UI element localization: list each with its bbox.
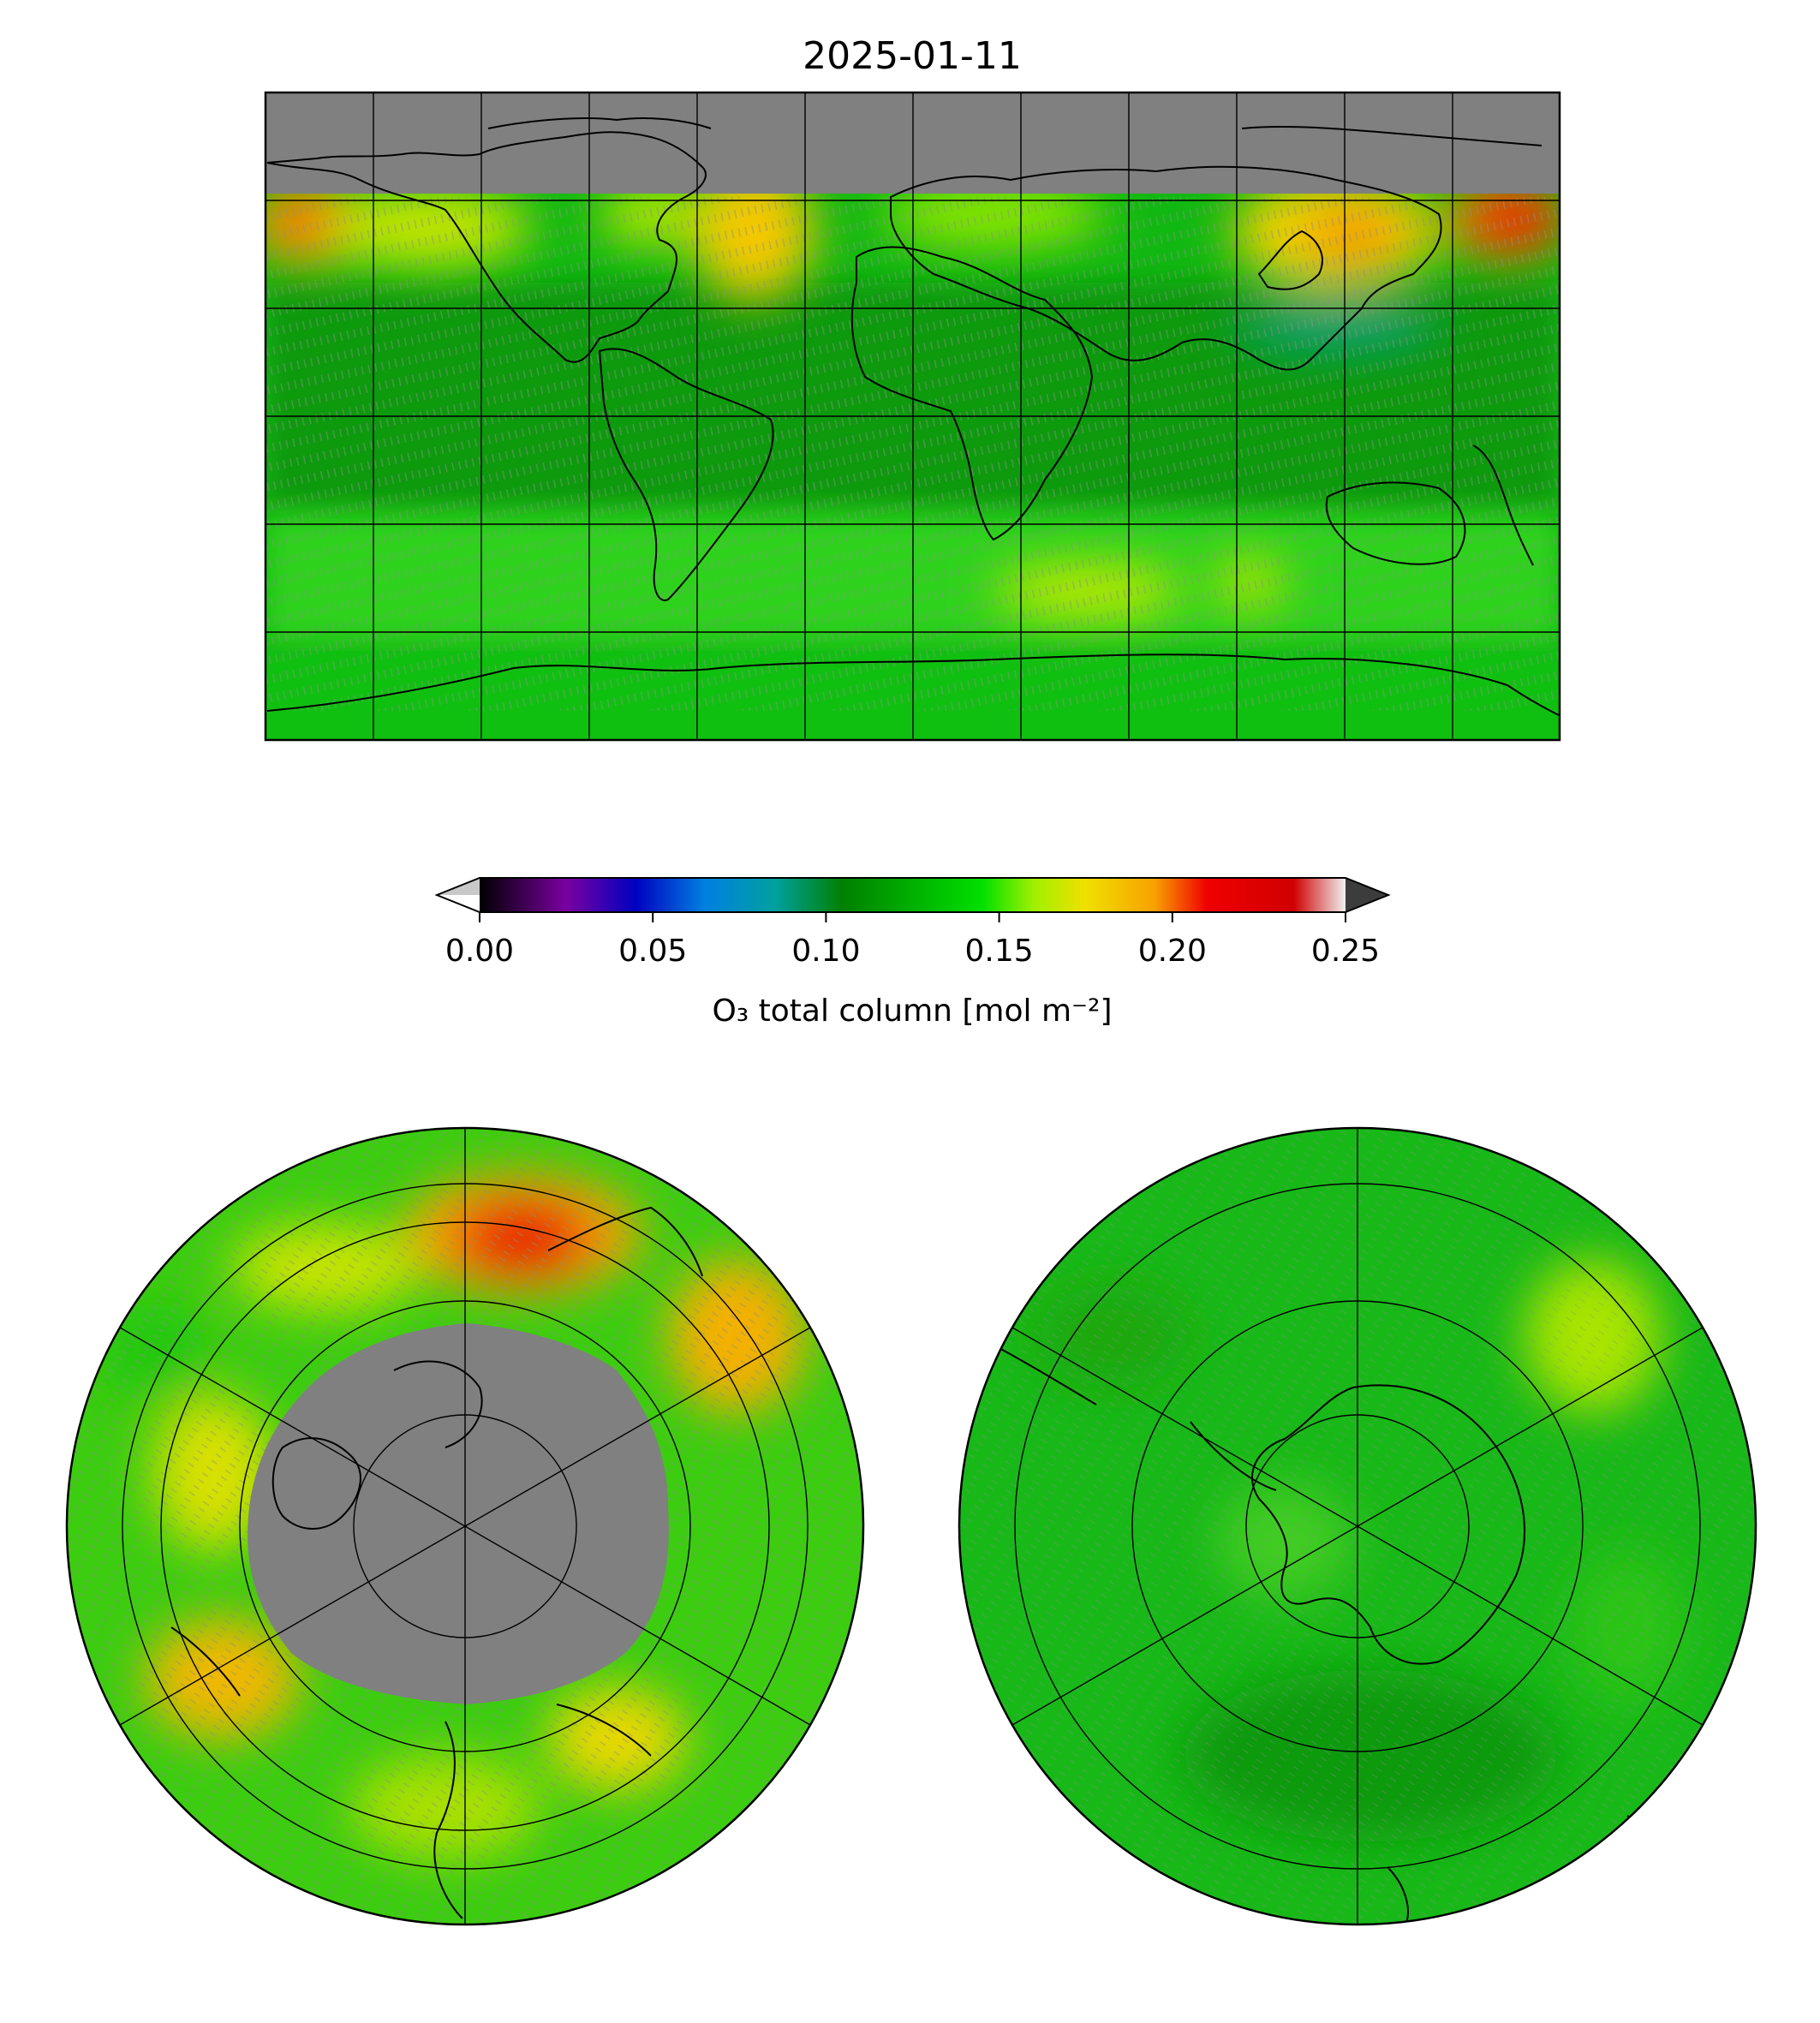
north-polar-graticule [119, 1128, 811, 1925]
figure-title: 2025-01-11 [803, 34, 1022, 78]
colorbar-tick-label: 0.00 [445, 934, 514, 969]
south-polar-frame [958, 1126, 1757, 1926]
north-polar-no-data [248, 1323, 669, 1704]
graticule [266, 92, 1560, 740]
north-polar-coastlines [170, 1206, 703, 1919]
colorbar-tick-label: 0.15 [965, 934, 1034, 969]
north-polar-frame [65, 1126, 865, 1926]
colorbar-ticks: 0.00 0.05 0.10 0.15 0.20 0.25 [445, 912, 1380, 969]
north-polar-map [65, 1126, 865, 1926]
map-frame [264, 91, 1561, 742]
global-map [264, 91, 1561, 742]
colorbar: 0.00 0.05 0.10 0.15 0.20 0.25 O₃ total column… [434, 877, 1391, 1029]
colorbar-tick-label: 0.05 [618, 934, 687, 969]
colorbar-gradient [480, 878, 1346, 912]
coastlines [266, 117, 1560, 716]
south-polar-graticule [1011, 1128, 1704, 1925]
colorbar-extend-under [437, 878, 480, 912]
south-polar-map [958, 1126, 1757, 1926]
colorbar-tick-label: 0.20 [1138, 934, 1207, 969]
colorbar-tick-label: 0.10 [791, 934, 860, 969]
colorbar-tick-label: 0.25 [1311, 934, 1380, 969]
colorbar-extend-over [1346, 878, 1388, 912]
colorbar-label: O₃ total column [mol m⁻²] [712, 994, 1112, 1029]
